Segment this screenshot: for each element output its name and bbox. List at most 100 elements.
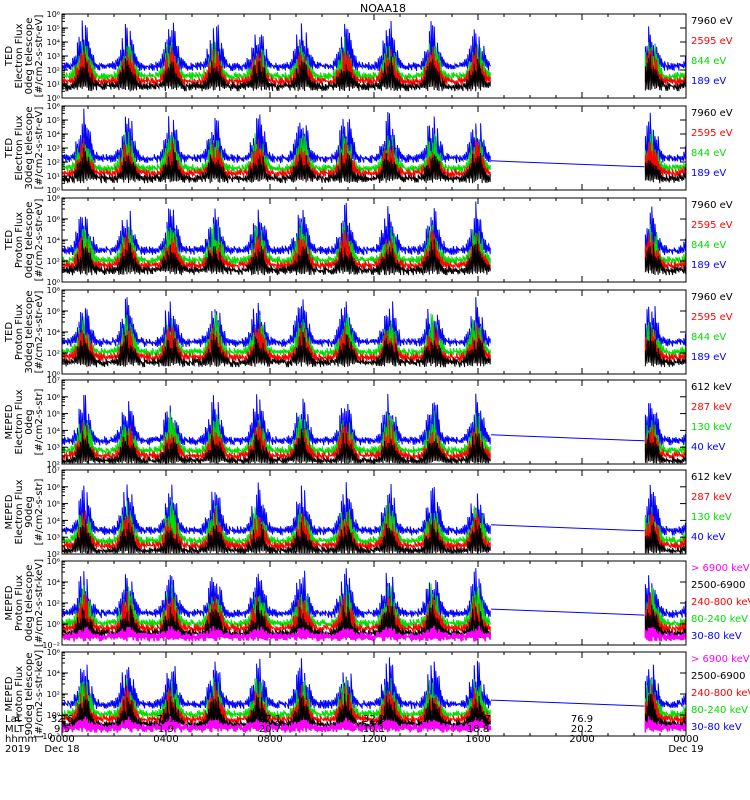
ylabel-line: TED [4, 46, 15, 67]
orbit-row-value: 20.7 [259, 724, 281, 735]
legend-entry: 30-80 keV [691, 722, 742, 733]
orbit-row-name: hhmm [5, 734, 37, 745]
ylabel-line: [#/cm2-s-str] [34, 388, 45, 455]
orbit-row-value: 0000 [673, 734, 698, 745]
panel-6-traces [62, 482, 686, 554]
ylabel-line: [#/cm2-s-str-keV] [34, 650, 45, 738]
ylabel-line: [#/cm2-s-str-keV] [34, 559, 45, 647]
ytick-label: 10⁵ [47, 500, 60, 509]
legend-entry: 612 keV [691, 472, 732, 483]
ytick-label: 10² [47, 460, 60, 469]
panel-3: 10⁰ 10² 10⁴ 10⁶ 10⁸ TED Proton Flux 0deg telesc… [4, 194, 733, 287]
orbit-row-value: 10.1 [363, 724, 385, 735]
gap-connector [490, 160, 645, 168]
series-3-trace [62, 128, 686, 174]
ytick-label: 10⁴ [47, 516, 60, 525]
series-4-trace [62, 108, 686, 164]
ytick-label: 10² [47, 257, 60, 266]
panel-3-traces [62, 201, 686, 276]
legend-entry: > 6900 keV [691, 563, 750, 574]
ylabel-line: Proton Flux [14, 212, 25, 268]
ytick-label: 10⁸ [47, 286, 60, 295]
ytick-label: 10⁰ [47, 370, 60, 379]
orbit-row-value: 0400 [153, 734, 178, 745]
ytick-label: 10⁶ [47, 393, 60, 402]
ylabel-line: 0deg telescope [24, 18, 35, 95]
orbit-row-name: MLT [5, 724, 25, 735]
ylabel-line: Proton Flux [14, 304, 25, 360]
ytick-label: 10⁰ [47, 278, 60, 287]
ytick-label: 10⁶ [47, 307, 60, 316]
ylabel-line: [#/cm2-s-str-eV] [34, 15, 45, 98]
legend-entry: 2595 eV [691, 128, 733, 139]
legend-entry: 612 keV [691, 382, 732, 393]
ytick-label: 10⁴ [47, 38, 60, 47]
legend-entry: 7960 eV [691, 292, 733, 303]
ylabel-line: [#/cm2-s-str-eV] [34, 199, 45, 282]
gap-connector [490, 699, 645, 707]
ylabel-line: Electron Flux [14, 23, 25, 88]
panel-2: 10⁰ 10¹ 10² 10³ 10⁴ 10⁵ 10⁶ TED Electron Flux 30d… [4, 102, 733, 195]
panel-4-traces [62, 297, 686, 368]
series-1-trace [62, 331, 686, 368]
orbit-row-value: -73.9 [153, 714, 179, 725]
legend-entry: 240-800 keV [691, 597, 750, 608]
ylabel-line: TED [4, 322, 15, 343]
legend-entry: 844 eV [691, 240, 726, 251]
ytick-label: 10⁴ [47, 236, 60, 245]
ylabel-line: 30deg telescope [24, 106, 35, 189]
series-4-trace [62, 677, 686, 720]
series-1-trace [62, 519, 686, 554]
series-3-trace [62, 312, 686, 358]
orbit-row-value: -84.7 [465, 714, 491, 725]
bottom-axis-labels: Lat 32.6 -73.9 27.1 32.2 -84.7 76.9 MLT 9.5 1.9 20… [5, 714, 704, 755]
gap-connector [490, 524, 645, 532]
legend-entry: 7960 eV [691, 200, 733, 211]
legend-entry: 189 eV [691, 260, 726, 271]
legend-entry: 2595 eV [691, 312, 733, 323]
ytick-label: 10⁴ [47, 328, 60, 337]
series-2-trace [62, 229, 686, 271]
series-4-trace [62, 201, 686, 256]
legend-entry: 2595 eV [691, 36, 733, 47]
legend-entry: 2595 eV [691, 220, 733, 231]
panel-5: 10² 10³ 10⁴ 10⁵ 10⁶ 10⁷ MEPED Electron Flux 0deg… [4, 376, 732, 469]
ytick-label: 10⁶ [47, 648, 60, 657]
ylabel-line: Electron Flux [14, 389, 25, 454]
ylabel-line: 0deg telescope [24, 565, 35, 642]
panel-7-traces [62, 568, 686, 642]
legend-entry: 240-800 keV [691, 688, 750, 699]
ytick-label: 10⁶ [47, 102, 60, 111]
series-4-trace [62, 393, 686, 446]
gap-connector [490, 608, 645, 616]
legend-entry: 7960 eV [691, 16, 733, 27]
orbit-row-value: 0000 [49, 734, 74, 745]
ytick-label: 10² [47, 349, 60, 358]
orbit-row-value: 32.2 [363, 714, 385, 725]
ylabel-line: TED [4, 138, 15, 159]
panel-4: 10⁰ 10² 10⁴ 10⁶ 10⁸ TED Proton Flux 30deg teles… [4, 286, 733, 379]
series-4-trace [62, 583, 686, 629]
ytick-label: 10⁰ [47, 620, 60, 629]
legend-entry: 287 keV [691, 402, 732, 413]
ylabel-line: 0deg [24, 409, 35, 434]
orbit-row-value: 18.8 [467, 724, 489, 735]
ylabel-line: MEPED [4, 585, 15, 620]
ytick-label: 10⁷ [47, 376, 60, 385]
ytick-label: 10³ [47, 443, 60, 452]
ytick-label: 10² [47, 550, 60, 559]
ytick-label: 10⁶ [47, 557, 60, 566]
panel-6: 10² 10³ 10⁴ 10⁵ 10⁶ 10⁷ MEPED Electron Flux 90de… [4, 466, 732, 559]
ytick-label: 10² [47, 158, 60, 167]
panel-2-traces [62, 108, 686, 184]
ylabel-line: 0deg telescope [24, 202, 35, 279]
series-2-trace [62, 46, 686, 87]
legend-entry: 189 eV [691, 352, 726, 363]
ytick-label: 10⁴ [47, 578, 60, 587]
orbit-row-value: 1600 [465, 734, 490, 745]
ytick-label: 10³ [47, 144, 60, 153]
ytick-label: 10⁻² [42, 641, 60, 650]
legend-entry: 40 keV [691, 532, 725, 543]
legend-entry: 80-240 keV [691, 614, 748, 625]
